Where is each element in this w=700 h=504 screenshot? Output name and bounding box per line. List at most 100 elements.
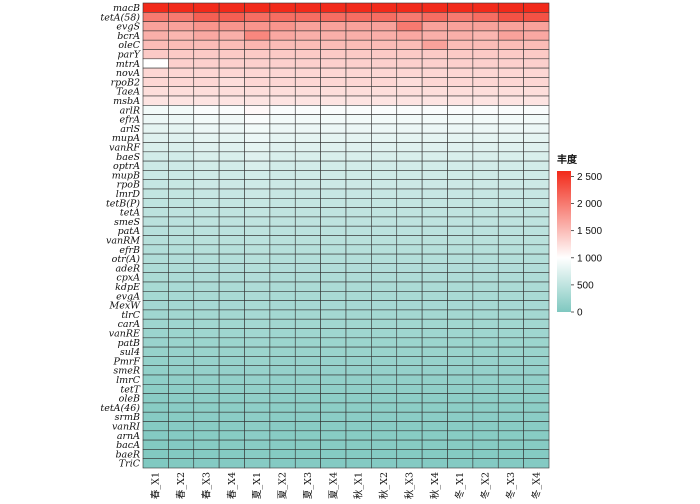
heatmap-cell	[294, 2, 321, 13]
heatmap-cell	[421, 346, 448, 357]
heatmap-cell	[320, 170, 347, 180]
legend-tick-label: 1 500	[577, 226, 602, 237]
heatmap-cell	[269, 309, 296, 320]
heatmap-cell	[345, 411, 372, 422]
heatmap-cell	[523, 281, 550, 292]
heatmap-cell	[142, 272, 169, 283]
heatmap-cell	[447, 402, 474, 413]
heatmap-cell	[193, 49, 220, 60]
heatmap-cell	[421, 86, 448, 97]
row-label: vanRI	[112, 421, 140, 432]
heatmap-cell	[345, 337, 372, 348]
heatmap-cell	[320, 272, 347, 283]
heatmap-cell	[396, 207, 423, 218]
heatmap-cell	[497, 170, 524, 180]
heatmap-cell	[472, 160, 499, 171]
row-label: TaeA	[116, 87, 140, 98]
heatmap-cell	[218, 207, 245, 218]
heatmap-cell	[168, 30, 195, 41]
heatmap-cell	[142, 67, 169, 78]
heatmap-cell	[345, 328, 372, 339]
heatmap-cell	[371, 346, 398, 357]
heatmap-cell	[294, 365, 321, 376]
heatmap-cell	[218, 365, 245, 376]
heatmap-cell	[142, 439, 169, 450]
heatmap-cell	[447, 216, 474, 227]
heatmap-cell	[193, 253, 220, 264]
heatmap-cell	[497, 132, 524, 143]
heatmap-cell	[218, 383, 245, 394]
heatmap-cell	[345, 39, 372, 50]
heatmap-cell	[396, 244, 423, 255]
heatmap-cell	[345, 430, 372, 441]
heatmap-cell	[269, 272, 296, 283]
heatmap-cell	[472, 421, 499, 432]
heatmap-cell	[396, 449, 423, 459]
row-label: baeR	[115, 449, 140, 460]
heatmap-cell	[269, 374, 296, 385]
heatmap-cell	[421, 253, 448, 264]
heatmap-cell	[472, 39, 499, 50]
heatmap-cell	[396, 95, 423, 106]
heatmap-cell	[168, 365, 195, 376]
heatmap-cell	[320, 188, 347, 199]
heatmap-cell	[142, 2, 169, 13]
heatmap-cell	[294, 21, 321, 32]
heatmap-cell	[193, 449, 220, 459]
heatmap-cell	[218, 402, 245, 413]
heatmap-cell	[421, 49, 448, 60]
heatmap-cell	[193, 77, 220, 88]
heatmap-cell	[421, 30, 448, 41]
heatmap-cell	[345, 142, 372, 153]
column-label: 春_X1	[150, 472, 162, 499]
heatmap-cell	[294, 458, 321, 469]
heatmap-cell	[447, 30, 474, 41]
heatmap-cell	[345, 449, 372, 459]
heatmap-cell	[142, 95, 169, 106]
heatmap-cell	[168, 430, 195, 441]
heatmap-cell	[320, 225, 347, 236]
heatmap-cell	[523, 337, 550, 348]
heatmap-cell	[142, 346, 169, 357]
heatmap-cell	[396, 216, 423, 227]
heatmap-cell	[396, 105, 423, 115]
heatmap-cell	[269, 300, 296, 311]
row-label: tetA(58)	[100, 12, 140, 23]
heatmap-cell	[142, 356, 169, 366]
heatmap-cell	[523, 402, 550, 413]
heatmap-cell	[396, 253, 423, 264]
heatmap-cell	[244, 244, 271, 255]
heatmap-cell	[472, 235, 499, 246]
heatmap-cell	[472, 439, 499, 450]
heatmap-cell	[345, 77, 372, 88]
heatmap-cell	[523, 179, 550, 190]
heatmap-cell	[244, 179, 271, 190]
heatmap-cell	[497, 49, 524, 60]
heatmap-cell	[497, 207, 524, 218]
heatmap-cell	[269, 421, 296, 432]
heatmap-cell	[320, 244, 347, 255]
heatmap-cell	[396, 430, 423, 441]
heatmap-cell	[218, 346, 245, 357]
heatmap-cell	[168, 309, 195, 320]
heatmap-cell	[193, 458, 220, 469]
heatmap-cell	[142, 244, 169, 255]
column-label: 春_X3	[200, 472, 212, 499]
legend-tick-label: 1 000	[577, 253, 602, 264]
heatmap-cell	[345, 272, 372, 283]
heatmap-cell	[294, 67, 321, 78]
heatmap-cell	[168, 356, 195, 366]
heatmap-cell	[523, 356, 550, 366]
heatmap-cell	[269, 430, 296, 441]
heatmap-cell	[269, 402, 296, 413]
heatmap-cell	[193, 207, 220, 218]
heatmap-cell	[294, 95, 321, 106]
heatmap-cell	[345, 235, 372, 246]
row-label: tetA	[120, 208, 140, 219]
heatmap-cell	[371, 179, 398, 190]
heatmap-cell	[269, 12, 296, 22]
heatmap-cell	[320, 290, 347, 301]
heatmap-cell	[269, 132, 296, 143]
heatmap-cell	[497, 281, 524, 292]
heatmap-cell	[244, 39, 271, 50]
